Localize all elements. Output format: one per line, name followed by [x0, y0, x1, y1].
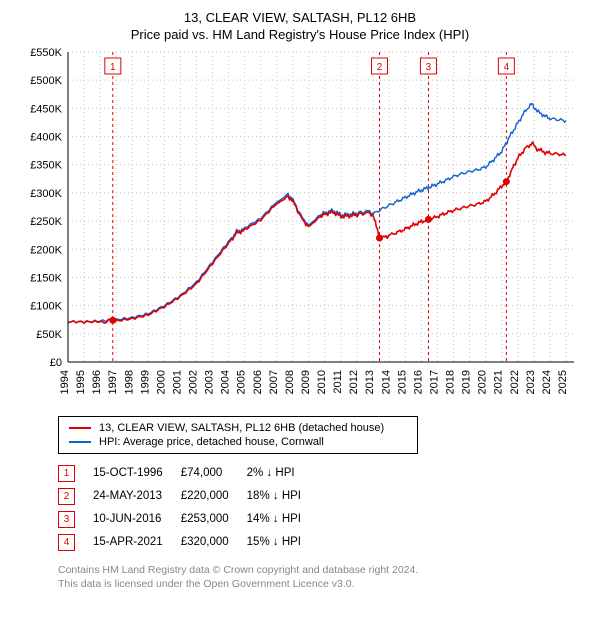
svg-text:2018: 2018: [445, 370, 457, 394]
svg-text:£450K: £450K: [30, 103, 62, 115]
event-delta: 18% ↓ HPI: [247, 485, 319, 508]
svg-text:1998: 1998: [123, 370, 135, 394]
svg-text:£250K: £250K: [30, 216, 62, 228]
svg-text:1: 1: [110, 62, 116, 73]
svg-text:2017: 2017: [428, 370, 440, 394]
svg-text:1999: 1999: [139, 370, 151, 394]
event-price: £220,000: [181, 485, 247, 508]
chart-container: £0 £50K £100K £150K £200K £250K £300K £350K £400…: [20, 48, 580, 408]
svg-text:£300K: £300K: [30, 188, 62, 200]
svg-text:4: 4: [504, 62, 510, 73]
event-date: 15-APR-2021: [93, 531, 181, 554]
svg-text:2023: 2023: [525, 370, 537, 394]
svg-text:2010: 2010: [316, 370, 328, 394]
event-price: £74,000: [181, 462, 247, 485]
svg-text:£350K: £350K: [30, 160, 62, 172]
legend: 13, CLEAR VIEW, SALTASH, PL12 6HB (detac…: [58, 416, 418, 454]
attribution: Contains HM Land Registry data © Crown c…: [58, 564, 590, 591]
chart-svg: £0 £50K £100K £150K £200K £250K £300K £350K £400…: [20, 48, 580, 408]
svg-text:2021: 2021: [493, 370, 505, 394]
event-badge: 3: [58, 511, 75, 528]
svg-text:2014: 2014: [380, 370, 392, 394]
svg-text:2007: 2007: [268, 370, 280, 394]
svg-text:3: 3: [426, 62, 432, 73]
svg-text:2016: 2016: [412, 370, 424, 394]
event-badge: 1: [58, 465, 75, 482]
svg-text:2022: 2022: [509, 370, 521, 394]
event-badge: 4: [58, 534, 75, 551]
events-row: 4 15-APR-2021£320,00015% ↓ HPI: [58, 531, 319, 554]
svg-text:1996: 1996: [91, 370, 103, 394]
svg-text:£0: £0: [50, 357, 62, 369]
svg-text:2011: 2011: [332, 370, 344, 394]
legend-swatch-hpi: [69, 441, 91, 443]
event-date: 10-JUN-2016: [93, 508, 181, 531]
events-row: 3 10-JUN-2016£253,00014% ↓ HPI: [58, 508, 319, 531]
legend-label: 13, CLEAR VIEW, SALTASH, PL12 6HB (detac…: [99, 422, 384, 434]
legend-row: 13, CLEAR VIEW, SALTASH, PL12 6HB (detac…: [69, 421, 407, 435]
svg-text:2004: 2004: [220, 370, 232, 394]
svg-text:1995: 1995: [75, 370, 87, 394]
svg-text:2013: 2013: [364, 370, 376, 394]
svg-text:2024: 2024: [541, 370, 553, 394]
svg-text:2015: 2015: [396, 370, 408, 394]
svg-text:2025: 2025: [557, 370, 569, 394]
event-delta: 14% ↓ HPI: [247, 508, 319, 531]
legend-swatch-property: [69, 427, 91, 429]
event-delta: 2% ↓ HPI: [247, 462, 319, 485]
svg-text:£550K: £550K: [30, 47, 62, 59]
legend-label: HPI: Average price, detached house, Corn…: [99, 436, 324, 448]
chart-subtitle: Price paid vs. HM Land Registry's House …: [10, 27, 590, 42]
event-price: £320,000: [181, 531, 247, 554]
svg-text:£50K: £50K: [36, 329, 62, 341]
events-table: 1 15-OCT-1996£74,0002% ↓ HPI 2 24-MAY-2013£…: [58, 462, 319, 554]
event-date: 24-MAY-2013: [93, 485, 181, 508]
svg-text:2002: 2002: [188, 370, 200, 394]
svg-text:2020: 2020: [477, 370, 489, 394]
svg-text:£500K: £500K: [30, 75, 62, 87]
svg-text:£100K: £100K: [30, 301, 62, 313]
svg-text:£150K: £150K: [30, 272, 62, 284]
event-date: 15-OCT-1996: [93, 462, 181, 485]
svg-text:£200K: £200K: [30, 244, 62, 256]
svg-text:2: 2: [377, 62, 383, 73]
svg-text:£400K: £400K: [30, 131, 62, 143]
chart-title: 13, CLEAR VIEW, SALTASH, PL12 6HB: [10, 10, 590, 27]
svg-text:2019: 2019: [461, 370, 473, 394]
svg-text:1994: 1994: [59, 370, 71, 394]
svg-text:2009: 2009: [300, 370, 312, 394]
legend-row: HPI: Average price, detached house, Corn…: [69, 435, 407, 449]
svg-text:2001: 2001: [171, 370, 183, 394]
svg-text:2006: 2006: [252, 370, 264, 394]
attribution-line: Contains HM Land Registry data © Crown c…: [58, 564, 590, 578]
svg-text:2000: 2000: [155, 370, 167, 394]
svg-text:2012: 2012: [348, 370, 360, 394]
events-row: 1 15-OCT-1996£74,0002% ↓ HPI: [58, 462, 319, 485]
svg-text:1997: 1997: [107, 370, 119, 394]
event-delta: 15% ↓ HPI: [247, 531, 319, 554]
events-row: 2 24-MAY-2013£220,00018% ↓ HPI: [58, 485, 319, 508]
svg-text:2005: 2005: [236, 370, 248, 394]
event-badge: 2: [58, 488, 75, 505]
svg-text:2008: 2008: [284, 370, 296, 394]
svg-text:2003: 2003: [204, 370, 216, 394]
event-price: £253,000: [181, 508, 247, 531]
attribution-line: This data is licensed under the Open Gov…: [58, 578, 590, 592]
